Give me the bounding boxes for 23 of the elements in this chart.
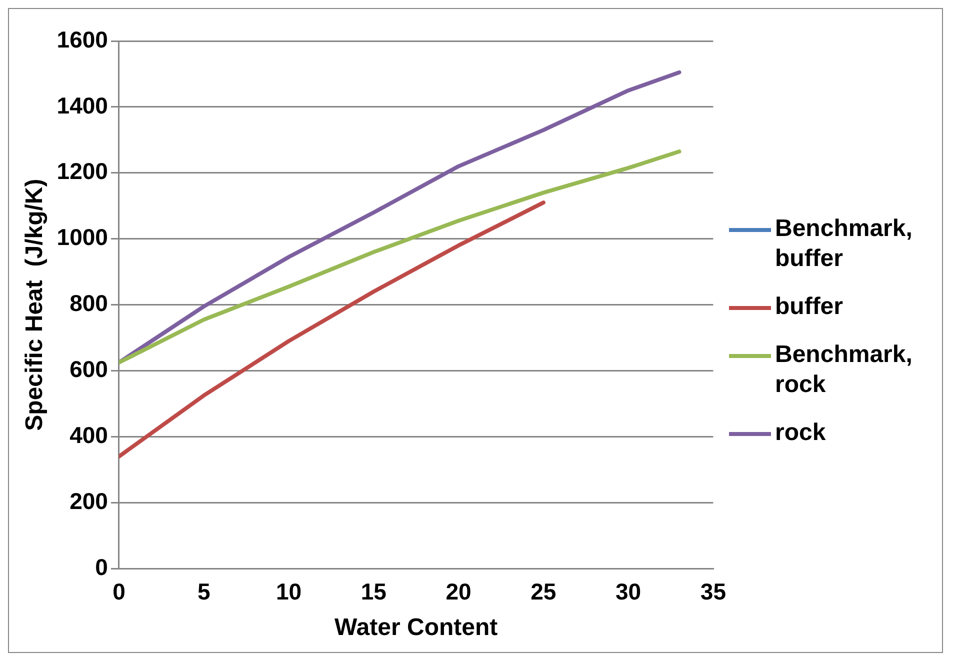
x-tick-label: 10 bbox=[276, 578, 302, 604]
y-tick-label: 1000 bbox=[56, 224, 108, 250]
y-tick-label: 800 bbox=[70, 290, 108, 316]
y-tick-label: 200 bbox=[70, 487, 108, 514]
y-tick-label: 600 bbox=[70, 356, 108, 382]
legend-label: Benchmark, rock bbox=[775, 340, 914, 400]
y-axis-title: Specific Heat (J/kg/K) bbox=[21, 178, 48, 430]
x-axis-title: Water Content bbox=[334, 614, 498, 641]
x-tick-label: 20 bbox=[446, 578, 472, 604]
legend-label: Benchmark, buffer bbox=[775, 214, 914, 274]
y-tick-label: 400 bbox=[70, 422, 108, 448]
x-tick-label: 5 bbox=[197, 578, 210, 604]
x-tick-label: 15 bbox=[360, 578, 387, 604]
legend-label: rock bbox=[775, 418, 827, 448]
x-tick-label: 0 bbox=[112, 578, 126, 604]
x-tick-label: 25 bbox=[530, 578, 556, 604]
legend-label: buffer bbox=[775, 292, 844, 322]
y-tick-label: 1600 bbox=[56, 26, 108, 52]
x-tick-label: 30 bbox=[616, 578, 642, 604]
y-tick-label: 1200 bbox=[56, 158, 108, 184]
y-tick-label: 0 bbox=[95, 553, 108, 580]
x-tick-label: 35 bbox=[700, 578, 726, 604]
y-tick-label: 1400 bbox=[56, 92, 108, 118]
